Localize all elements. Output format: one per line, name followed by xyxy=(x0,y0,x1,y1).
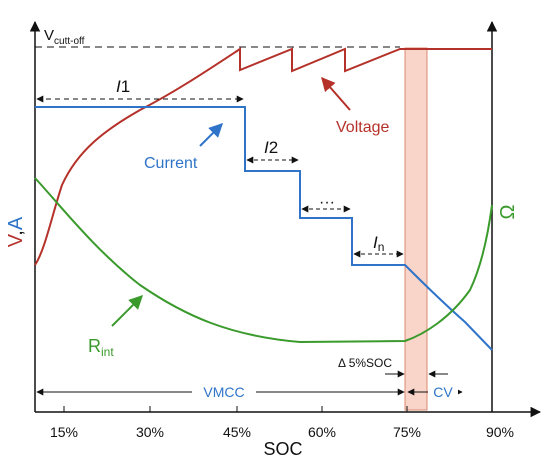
cv-label: CV xyxy=(433,384,453,400)
voltage-label: Voltage xyxy=(336,119,389,136)
x-tick-90: 90% xyxy=(486,424,514,440)
x-tick-45: 45% xyxy=(223,424,251,440)
right-axis-label: Ω xyxy=(497,204,519,219)
x-tick-75: 75% xyxy=(393,424,421,440)
current-label: Current xyxy=(144,155,198,172)
current-curve xyxy=(35,106,493,351)
in-label: In xyxy=(373,233,384,254)
i1-label: I1 xyxy=(116,77,130,96)
x-tick-15: 15% xyxy=(50,424,78,440)
cutoff-voltage-label: Vcutt-off xyxy=(44,27,85,47)
intermediate-steps-label: ··· xyxy=(319,194,335,211)
vmcc-label: VMCC xyxy=(203,384,244,400)
x-tick-marks xyxy=(63,406,408,412)
cv-phase-band xyxy=(404,47,428,411)
x-axis-label: SOC xyxy=(263,439,302,459)
rint-label: Rint xyxy=(88,336,114,359)
voltage-curve xyxy=(34,47,492,266)
rint-pointer-arrow xyxy=(111,295,143,327)
delta-soc-label: Δ 5%SOC xyxy=(338,356,392,370)
i2-label: I2 xyxy=(264,138,278,157)
x-tick-30: 30% xyxy=(136,424,164,440)
left-axis-label: V,A xyxy=(5,216,27,247)
voltage-pointer-arrow xyxy=(321,76,351,111)
current-pointer-arrow xyxy=(199,123,223,147)
x-tick-60: 60% xyxy=(308,424,336,440)
rint-curve xyxy=(34,177,493,344)
